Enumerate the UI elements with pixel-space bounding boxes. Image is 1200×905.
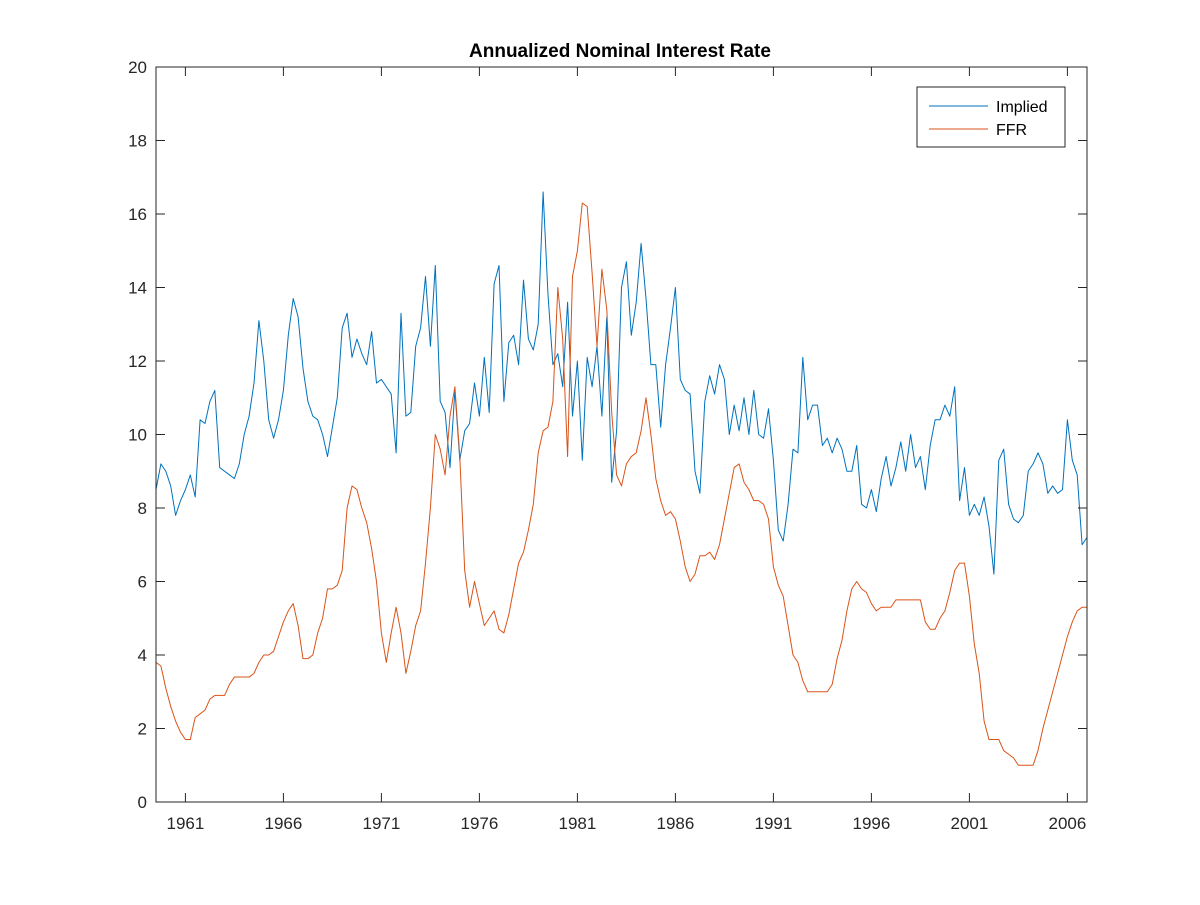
x-axis: 1961 1966 1971 1976 1981 1986 1991 1996 2001 2006	[166, 67, 1086, 833]
y-tick-label: 16	[128, 205, 147, 224]
legend: Implied FFR	[916, 86, 1066, 148]
y-tick-label: 20	[128, 58, 147, 77]
y-axis: 0 2 4 6 8 10 12 14 16 18 20	[128, 58, 1087, 812]
y-tick-label: 14	[128, 279, 147, 298]
x-tick-label: 2006	[1048, 814, 1086, 833]
legend-label-implied: Implied	[996, 99, 1048, 116]
y-tick-label: 0	[138, 793, 147, 812]
y-tick-label: 12	[128, 352, 147, 371]
x-tick-label: 1996	[852, 814, 890, 833]
y-tick-label: 2	[138, 720, 147, 739]
axes-background	[156, 67, 1087, 802]
y-tick-label: 18	[128, 132, 147, 151]
y-tick-label: 10	[128, 426, 147, 445]
x-tick-label: 1961	[166, 814, 204, 833]
y-tick-label: 6	[138, 573, 147, 592]
x-tick-label: 1971	[362, 814, 400, 833]
plot-area	[156, 67, 1087, 802]
series-line-implied	[155, 191, 1088, 575]
series-layer	[155, 191, 1088, 766]
x-tick-label: 1991	[754, 814, 792, 833]
x-tick-label: 1981	[558, 814, 596, 833]
y-tick-label: 8	[138, 499, 147, 518]
y-tick-label: 4	[138, 646, 147, 665]
legend-box	[916, 86, 1066, 148]
legend-label-ffr: FFR	[996, 122, 1027, 139]
x-tick-label: 2001	[950, 814, 988, 833]
x-tick-label: 1986	[656, 814, 694, 833]
x-tick-label: 1976	[460, 814, 498, 833]
chart-title: Annualized Nominal Interest Rate	[469, 41, 771, 62]
x-tick-label: 1966	[264, 814, 302, 833]
series-line-ffr	[155, 202, 1087, 766]
